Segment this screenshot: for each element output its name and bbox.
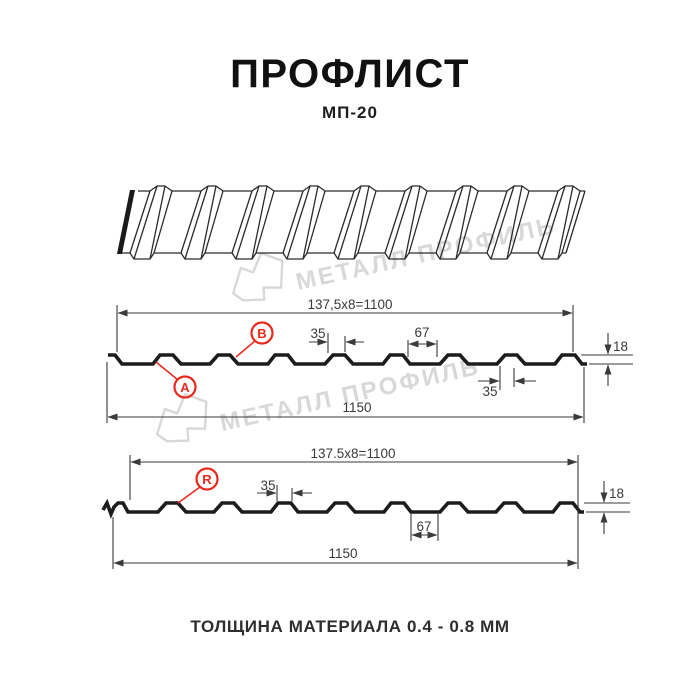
sheet-3d-top-edge: [138, 185, 585, 192]
dim-label: 137,5x8=1100: [308, 297, 393, 312]
callout-r-label: R: [202, 472, 212, 487]
sheet-3d-bottom-edge: [122, 252, 566, 260]
sheet-3d-right-edge: [565, 190, 586, 254]
dim-coverage-width-1: 137,5x8=1100: [116, 297, 574, 352]
dim-label: 1150: [328, 546, 357, 561]
watermark-logo: [155, 393, 208, 443]
callout-b-circle: [250, 321, 274, 345]
callout-b: B: [235, 321, 274, 358]
profile-1-cross-section: [108, 353, 587, 366]
callout-b-label: B: [257, 326, 266, 341]
dim-label: 18: [613, 339, 628, 354]
dim-rib-top-width-1: 35: [309, 326, 364, 353]
dim-valley-width-2: 67: [410, 514, 439, 541]
dim-label: 67: [414, 325, 429, 340]
sheet-3d-rib-lines: [129, 185, 581, 260]
dim-valley-width-1: 67: [407, 325, 438, 357]
sheet-3d-cut-edge: [117, 190, 135, 254]
dim-label: 35: [482, 384, 497, 399]
dim-label: 35: [310, 326, 325, 341]
callout-b-leader: [235, 340, 256, 358]
dim-rib-top-width-2: 35: [257, 478, 312, 501]
watermark-logo: [231, 252, 284, 302]
dim-label: 1150: [342, 400, 371, 415]
callout-a-label: A: [180, 380, 190, 395]
page-subtitle: МП-20: [322, 103, 378, 122]
sheet-3d-drawing: [117, 185, 586, 260]
header: ПРОФЛИСТ МП-20: [0, 52, 700, 123]
dim-label: 35: [260, 478, 275, 493]
dim-label: 67: [416, 519, 431, 534]
dim-coverage-width-2: 137.5x8=1100: [129, 446, 579, 569]
callout-a-circle: [173, 375, 197, 399]
profile-2: 137.5x8=1100 1150 35 67: [101, 446, 630, 569]
callout-r: R: [177, 467, 219, 504]
dim-label: 18: [609, 486, 624, 501]
dim-overall-width-1: 1150: [106, 362, 585, 423]
dim-label: 137.5x8=1100: [311, 446, 396, 461]
dim-height-2: 18: [584, 481, 630, 534]
material-thickness-note: ТОЛЩИНА МАТЕРИАЛА 0.4 - 0.8 ММ: [190, 617, 510, 636]
watermark-2: МЕТАЛЛ ПРОФИЛЬ: [155, 353, 483, 443]
profile-1: 137,5x8=1100 1150 35: [106, 297, 633, 423]
callout-a: A: [155, 361, 197, 399]
callout-r-leader: [177, 486, 201, 504]
dim-rib-bottom-width-1: 35: [478, 366, 536, 399]
callout-a-leader: [155, 361, 179, 381]
callout-r-circle: [195, 467, 219, 491]
dim-height-1: 18: [581, 333, 633, 386]
profile-2-cross-section: [101, 498, 584, 519]
dim-overall-width-2: 1150: [112, 517, 578, 569]
page-title: ПРОФЛИСТ: [230, 52, 470, 96]
